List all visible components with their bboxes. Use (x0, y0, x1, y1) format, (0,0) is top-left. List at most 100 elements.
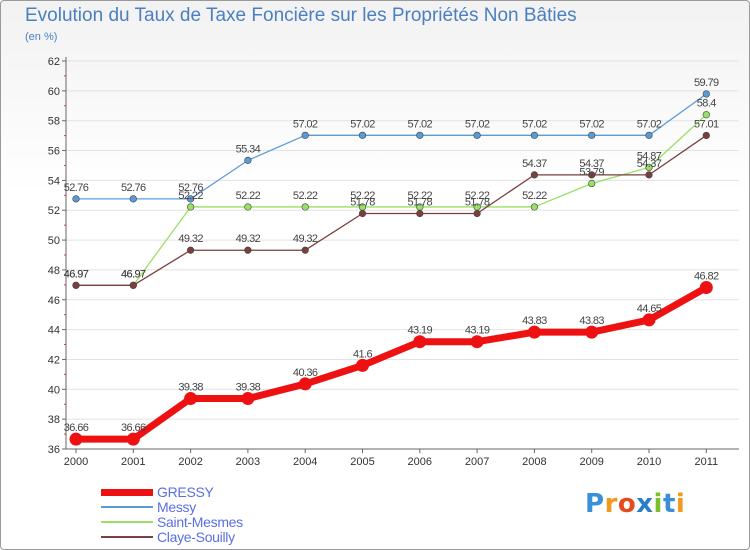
data-point-gressy (699, 281, 713, 295)
data-label: 54.37 (637, 158, 662, 170)
x-tick-label: 2010 (637, 456, 661, 468)
y-tick-label: 46 (48, 295, 60, 307)
data-point-saint-mesmes (588, 179, 596, 188)
data-point-messy (416, 131, 424, 139)
legend-swatch-messy (101, 506, 153, 508)
series-line-messy (76, 93, 707, 200)
data-label: 52.22 (178, 190, 203, 202)
data-label: 49.32 (236, 233, 261, 245)
data-point-messy (244, 156, 252, 164)
y-tick-label: 40 (48, 384, 60, 396)
y-tick-label: 52 (48, 205, 60, 217)
y-tick-label: 44 (48, 325, 60, 337)
data-label: 44.65 (637, 303, 662, 315)
data-label: 57.02 (350, 118, 375, 130)
x-tick-label: 2007 (465, 456, 489, 468)
data-label: 43.83 (522, 315, 547, 327)
data-point-messy (702, 90, 710, 98)
data-label: 52.22 (236, 190, 261, 202)
data-label: 46.97 (64, 268, 89, 280)
data-label: 49.32 (293, 233, 318, 245)
data-label: 52.22 (293, 190, 318, 202)
data-point-claye-souilly (530, 171, 539, 179)
data-label: 57.02 (522, 118, 547, 130)
data-label: 43.19 (465, 325, 490, 337)
data-label: 52.76 (64, 182, 89, 194)
series-line-claye-souilly (76, 134, 707, 286)
data-label: 36.66 (64, 422, 89, 434)
x-tick-label: 2006 (408, 456, 432, 468)
data-label: 51.78 (465, 197, 490, 209)
data-point-claye-souilly (244, 246, 252, 254)
data-point-gressy (298, 377, 312, 391)
data-label: 52.22 (408, 190, 433, 202)
data-point-gressy (642, 313, 656, 327)
data-point-messy (129, 195, 137, 203)
data-point-messy (301, 131, 309, 139)
series-line-saint-mesmes (76, 114, 707, 286)
data-label: 46.97 (64, 268, 89, 280)
x-tick-label: 2003 (236, 456, 260, 468)
x-tick-label: 2000 (64, 456, 88, 468)
y-tick-label: 38 (48, 414, 60, 426)
legend-swatch-claye-souilly (101, 536, 153, 538)
x-tick-label: 2005 (350, 456, 374, 468)
data-label: 52.22 (522, 190, 547, 202)
data-point-messy (645, 131, 653, 139)
data-label: 57.02 (293, 118, 318, 130)
data-label: 52.76 (178, 182, 203, 194)
data-point-claye-souilly (702, 131, 710, 140)
logo-letter: t (662, 489, 676, 519)
x-tick-label: 2008 (522, 456, 546, 468)
x-tick-label: 2001 (121, 456, 145, 468)
data-point-saint-mesmes (187, 203, 195, 211)
y-tick-label: 48 (48, 265, 60, 277)
data-point-gressy (126, 432, 140, 446)
data-point-gressy (69, 432, 83, 446)
data-point-claye-souilly (129, 281, 137, 289)
series-line-gressy (76, 284, 709, 443)
chart-unit-label: (en %) (25, 31, 58, 43)
data-point-messy (187, 195, 195, 203)
data-label: 59.79 (694, 77, 719, 89)
data-label: 57.02 (579, 118, 604, 130)
data-point-gressy (241, 392, 255, 406)
data-point-saint-mesmes (645, 163, 653, 172)
x-tick-label: 2002 (178, 456, 202, 468)
legend-label-claye-souilly: Claye-Souilly (157, 529, 235, 545)
proxiti-logo: Proxiti (585, 489, 685, 519)
data-label: 53.79 (579, 167, 604, 179)
y-tick-label: 50 (48, 235, 60, 247)
data-point-gressy (585, 325, 599, 339)
data-label: 54.37 (522, 158, 547, 170)
data-label: 46.82 (694, 271, 719, 283)
logo-letter: o (617, 489, 637, 519)
data-point-claye-souilly (187, 246, 195, 254)
data-point-messy (358, 131, 367, 139)
data-point-saint-mesmes (244, 203, 252, 211)
data-point-claye-souilly (473, 209, 481, 218)
data-label: 52.22 (465, 190, 490, 202)
data-label: 57.01 (694, 118, 719, 130)
data-point-saint-mesmes (530, 203, 539, 211)
data-label: 57.02 (465, 118, 490, 130)
data-point-gressy (184, 392, 198, 406)
data-point-claye-souilly (588, 171, 596, 179)
data-label: 46.97 (121, 268, 146, 280)
data-label: 57.02 (637, 118, 662, 130)
data-label: 51.78 (350, 197, 375, 209)
y-tick-label: 54 (48, 175, 60, 187)
y-tick-label: 62 (48, 56, 60, 68)
data-label: 40.36 (293, 367, 318, 379)
logo-letter: i (675, 489, 686, 519)
data-point-gressy (356, 358, 369, 372)
logo-letter: i (653, 489, 663, 519)
data-point-claye-souilly (301, 246, 309, 254)
data-point-messy (72, 195, 80, 203)
data-label: 52.22 (350, 190, 375, 202)
data-point-saint-mesmes (301, 203, 309, 211)
data-point-gressy (413, 335, 427, 349)
data-point-claye-souilly (645, 171, 653, 179)
